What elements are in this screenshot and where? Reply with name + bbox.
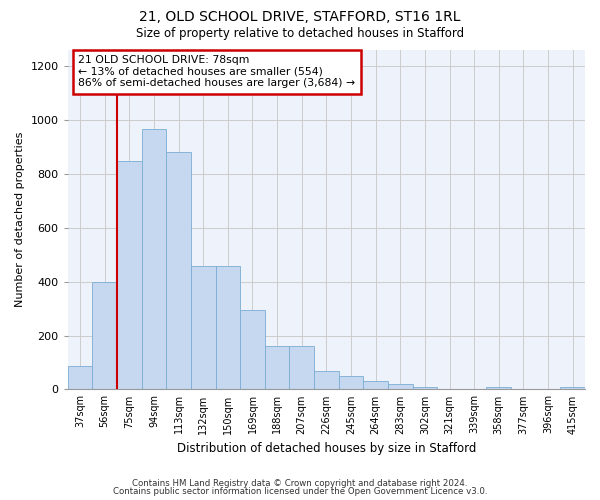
Bar <box>240 310 265 390</box>
Bar <box>215 266 240 390</box>
Bar <box>338 376 364 390</box>
Bar <box>166 152 191 390</box>
Text: 21 OLD SCHOOL DRIVE: 78sqm
← 13% of detached houses are smaller (554)
86% of sem: 21 OLD SCHOOL DRIVE: 78sqm ← 13% of deta… <box>78 55 355 88</box>
Bar <box>560 386 585 390</box>
Bar <box>364 382 388 390</box>
Bar <box>68 366 92 390</box>
Bar <box>117 161 142 390</box>
Bar <box>142 128 166 390</box>
Text: 21, OLD SCHOOL DRIVE, STAFFORD, ST16 1RL: 21, OLD SCHOOL DRIVE, STAFFORD, ST16 1RL <box>139 10 461 24</box>
Bar <box>314 371 338 390</box>
X-axis label: Distribution of detached houses by size in Stafford: Distribution of detached houses by size … <box>176 442 476 455</box>
Bar <box>289 346 314 390</box>
Text: Size of property relative to detached houses in Stafford: Size of property relative to detached ho… <box>136 28 464 40</box>
Bar <box>487 386 511 390</box>
Bar <box>191 266 215 390</box>
Bar <box>413 386 437 390</box>
Text: Contains HM Land Registry data © Crown copyright and database right 2024.: Contains HM Land Registry data © Crown c… <box>132 478 468 488</box>
Text: Contains public sector information licensed under the Open Government Licence v3: Contains public sector information licen… <box>113 487 487 496</box>
Bar <box>265 346 289 390</box>
Y-axis label: Number of detached properties: Number of detached properties <box>15 132 25 308</box>
Bar <box>388 384 413 390</box>
Bar <box>92 282 117 390</box>
